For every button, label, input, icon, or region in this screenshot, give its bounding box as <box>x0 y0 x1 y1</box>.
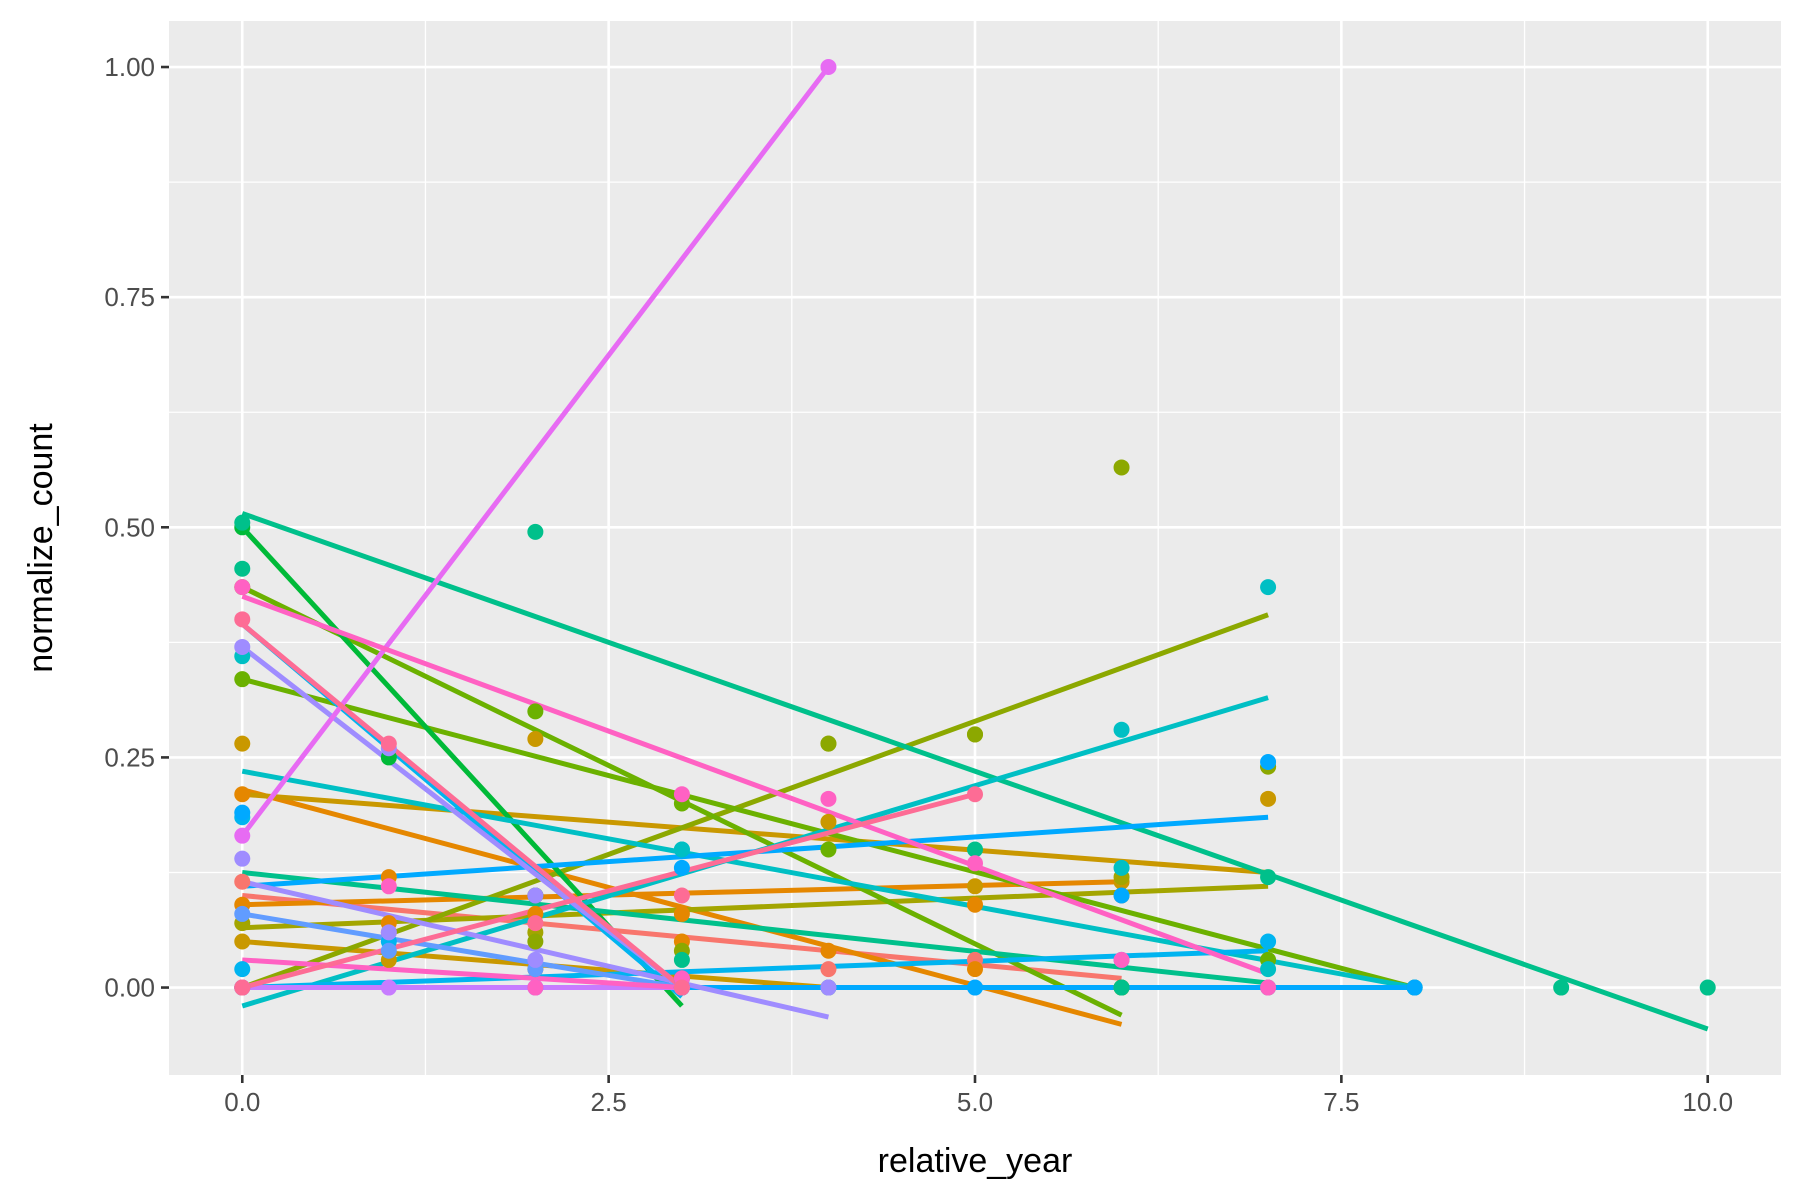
point-3-5 <box>967 896 983 913</box>
point-4-3 <box>820 813 837 830</box>
point-24-1 <box>234 579 251 596</box>
point-7-5 <box>967 726 983 743</box>
fit-line-11 <box>241 511 1709 1032</box>
fit-line-26 <box>240 622 684 990</box>
point-21-1 <box>234 638 251 655</box>
fit-line-24 <box>241 593 1269 977</box>
point-12-2 <box>673 951 690 968</box>
y-tick-label: 0.25 <box>104 742 155 772</box>
point-20-5 <box>820 979 837 996</box>
point-1-1 <box>234 873 251 890</box>
point-26-1 <box>234 611 251 628</box>
point-11-6 <box>1699 979 1716 996</box>
point-9-2 <box>527 703 544 720</box>
point-14-2 <box>673 841 690 858</box>
point-4-6 <box>1260 790 1277 807</box>
point-16-1 <box>234 961 251 978</box>
point-27-1 <box>234 979 251 996</box>
point-11-1 <box>234 514 251 531</box>
point-13-4 <box>1260 961 1277 978</box>
fit-line-21 <box>240 644 684 990</box>
y-tick-label: 0.75 <box>104 282 155 312</box>
fit-line-19 <box>241 911 683 991</box>
point-26-4 <box>673 979 690 996</box>
point-19-1 <box>234 905 251 922</box>
point-25-2 <box>380 878 397 895</box>
point-17-4 <box>1260 754 1277 771</box>
point-17-1 <box>234 804 251 821</box>
fit-line-12 <box>242 869 1269 986</box>
point-7-2 <box>527 933 544 950</box>
fit-line-25 <box>242 957 683 991</box>
point-18-4 <box>1406 979 1423 996</box>
point-20-2 <box>380 924 397 941</box>
point-21-3 <box>527 887 544 904</box>
point-26-2 <box>380 735 397 752</box>
point-19-2 <box>380 942 397 959</box>
point-11-3 <box>967 841 983 858</box>
point-26-3 <box>527 915 544 932</box>
point-4-2 <box>527 731 544 748</box>
y-tick-label: 0.50 <box>104 512 155 542</box>
point-14-4 <box>1260 579 1277 596</box>
y-axis-title: normalize_count <box>22 423 60 673</box>
y-tick-label: 1.00 <box>104 52 155 82</box>
fit-line-16 <box>242 948 1269 991</box>
point-20-1 <box>234 850 251 867</box>
data-points <box>234 59 1716 996</box>
x-tick-label: 2.5 <box>591 1087 627 1117</box>
point-20-3 <box>527 951 544 968</box>
point-5-1 <box>234 933 251 950</box>
point-12-1 <box>234 560 251 577</box>
point-27-3 <box>967 786 983 803</box>
point-24-6 <box>1260 979 1277 996</box>
point-24-5 <box>1113 951 1130 968</box>
point-11-5 <box>1553 979 1570 996</box>
grid-major <box>169 21 1781 1075</box>
point-12-3 <box>1113 979 1130 996</box>
fit-line-4 <box>242 791 1269 875</box>
point-2-5 <box>820 942 837 959</box>
point-7-6 <box>1113 459 1130 476</box>
point-1-5 <box>820 961 837 978</box>
point-25-3 <box>527 979 544 996</box>
point-14-3 <box>1113 721 1130 738</box>
point-24-4 <box>967 855 983 872</box>
x-tick-label: 7.5 <box>1323 1087 1359 1117</box>
point-11-4 <box>1260 869 1277 886</box>
x-tick-label: 5.0 <box>957 1087 993 1117</box>
point-4-1 <box>234 735 251 752</box>
point-24-2 <box>673 786 690 803</box>
point-23-2 <box>820 59 837 76</box>
point-2-1 <box>234 786 251 803</box>
point-24-3 <box>820 790 837 807</box>
point-27-2 <box>673 887 690 904</box>
point-17-3 <box>1113 887 1130 904</box>
y-axis-ticks: 0.00 0.25 0.50 0.75 1.00 <box>104 52 169 1003</box>
point-23-1 <box>234 827 251 844</box>
fit-line-7 <box>241 612 1269 990</box>
point-3-4 <box>673 905 690 922</box>
y-tick-label: 0.00 <box>104 973 155 1003</box>
fit-line-27 <box>241 791 976 990</box>
point-4-4 <box>967 878 983 895</box>
x-axis-title: relative_year <box>878 1142 1073 1180</box>
x-tick-label: 0.0 <box>224 1087 260 1117</box>
point-18-3 <box>967 979 983 996</box>
x-tick-label: 10.0 <box>1682 1087 1733 1117</box>
point-13-3 <box>1113 859 1130 876</box>
point-16-4 <box>1260 933 1277 950</box>
point-11-2 <box>527 523 544 540</box>
point-9-3 <box>820 841 837 858</box>
x-axis-ticks: 0.0 2.5 5.0 7.5 10.0 <box>224 1075 1733 1117</box>
point-7-4 <box>820 735 837 752</box>
point-22-2 <box>380 979 397 996</box>
point-17-2 <box>673 859 690 876</box>
point-2-6 <box>967 961 983 978</box>
point-8-1 <box>234 671 251 688</box>
